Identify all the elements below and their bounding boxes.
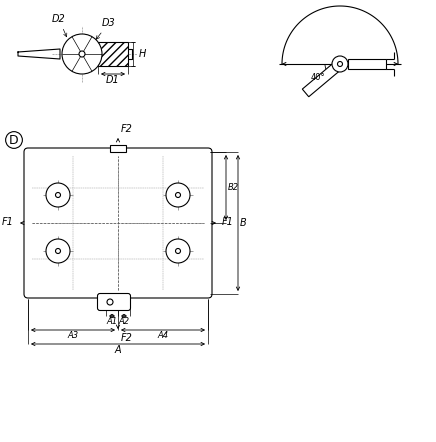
Circle shape (176, 193, 181, 198)
Circle shape (62, 34, 102, 74)
Circle shape (46, 239, 70, 263)
Text: D: D (9, 133, 19, 146)
Text: D1: D1 (106, 75, 120, 85)
Bar (98, 42, 128, 66)
Circle shape (55, 193, 61, 198)
Text: B2: B2 (228, 183, 239, 192)
Text: 40°: 40° (311, 73, 325, 83)
Polygon shape (302, 60, 343, 97)
Text: D3: D3 (96, 18, 116, 39)
Bar (98, 42, 128, 66)
Circle shape (337, 61, 343, 66)
Bar (110, 145, 126, 152)
Circle shape (79, 51, 85, 57)
Circle shape (166, 183, 190, 207)
FancyBboxPatch shape (98, 293, 130, 310)
Circle shape (46, 183, 70, 207)
Circle shape (107, 299, 113, 305)
Text: H: H (139, 49, 146, 59)
Text: D2: D2 (52, 14, 67, 37)
Text: F2: F2 (121, 124, 133, 134)
Bar (348, 59, 386, 69)
Text: A1: A1 (106, 316, 118, 325)
Circle shape (176, 248, 181, 254)
Circle shape (332, 56, 348, 72)
Text: F1: F1 (2, 217, 14, 227)
Text: B: B (240, 218, 247, 228)
Text: A: A (115, 345, 121, 355)
Text: A2: A2 (119, 316, 129, 325)
Text: A3: A3 (68, 331, 78, 339)
Circle shape (166, 239, 190, 263)
Text: F1: F1 (222, 217, 234, 227)
Text: F2: F2 (121, 333, 133, 343)
Circle shape (55, 248, 61, 254)
Text: A4: A4 (157, 331, 169, 339)
FancyBboxPatch shape (24, 148, 212, 298)
